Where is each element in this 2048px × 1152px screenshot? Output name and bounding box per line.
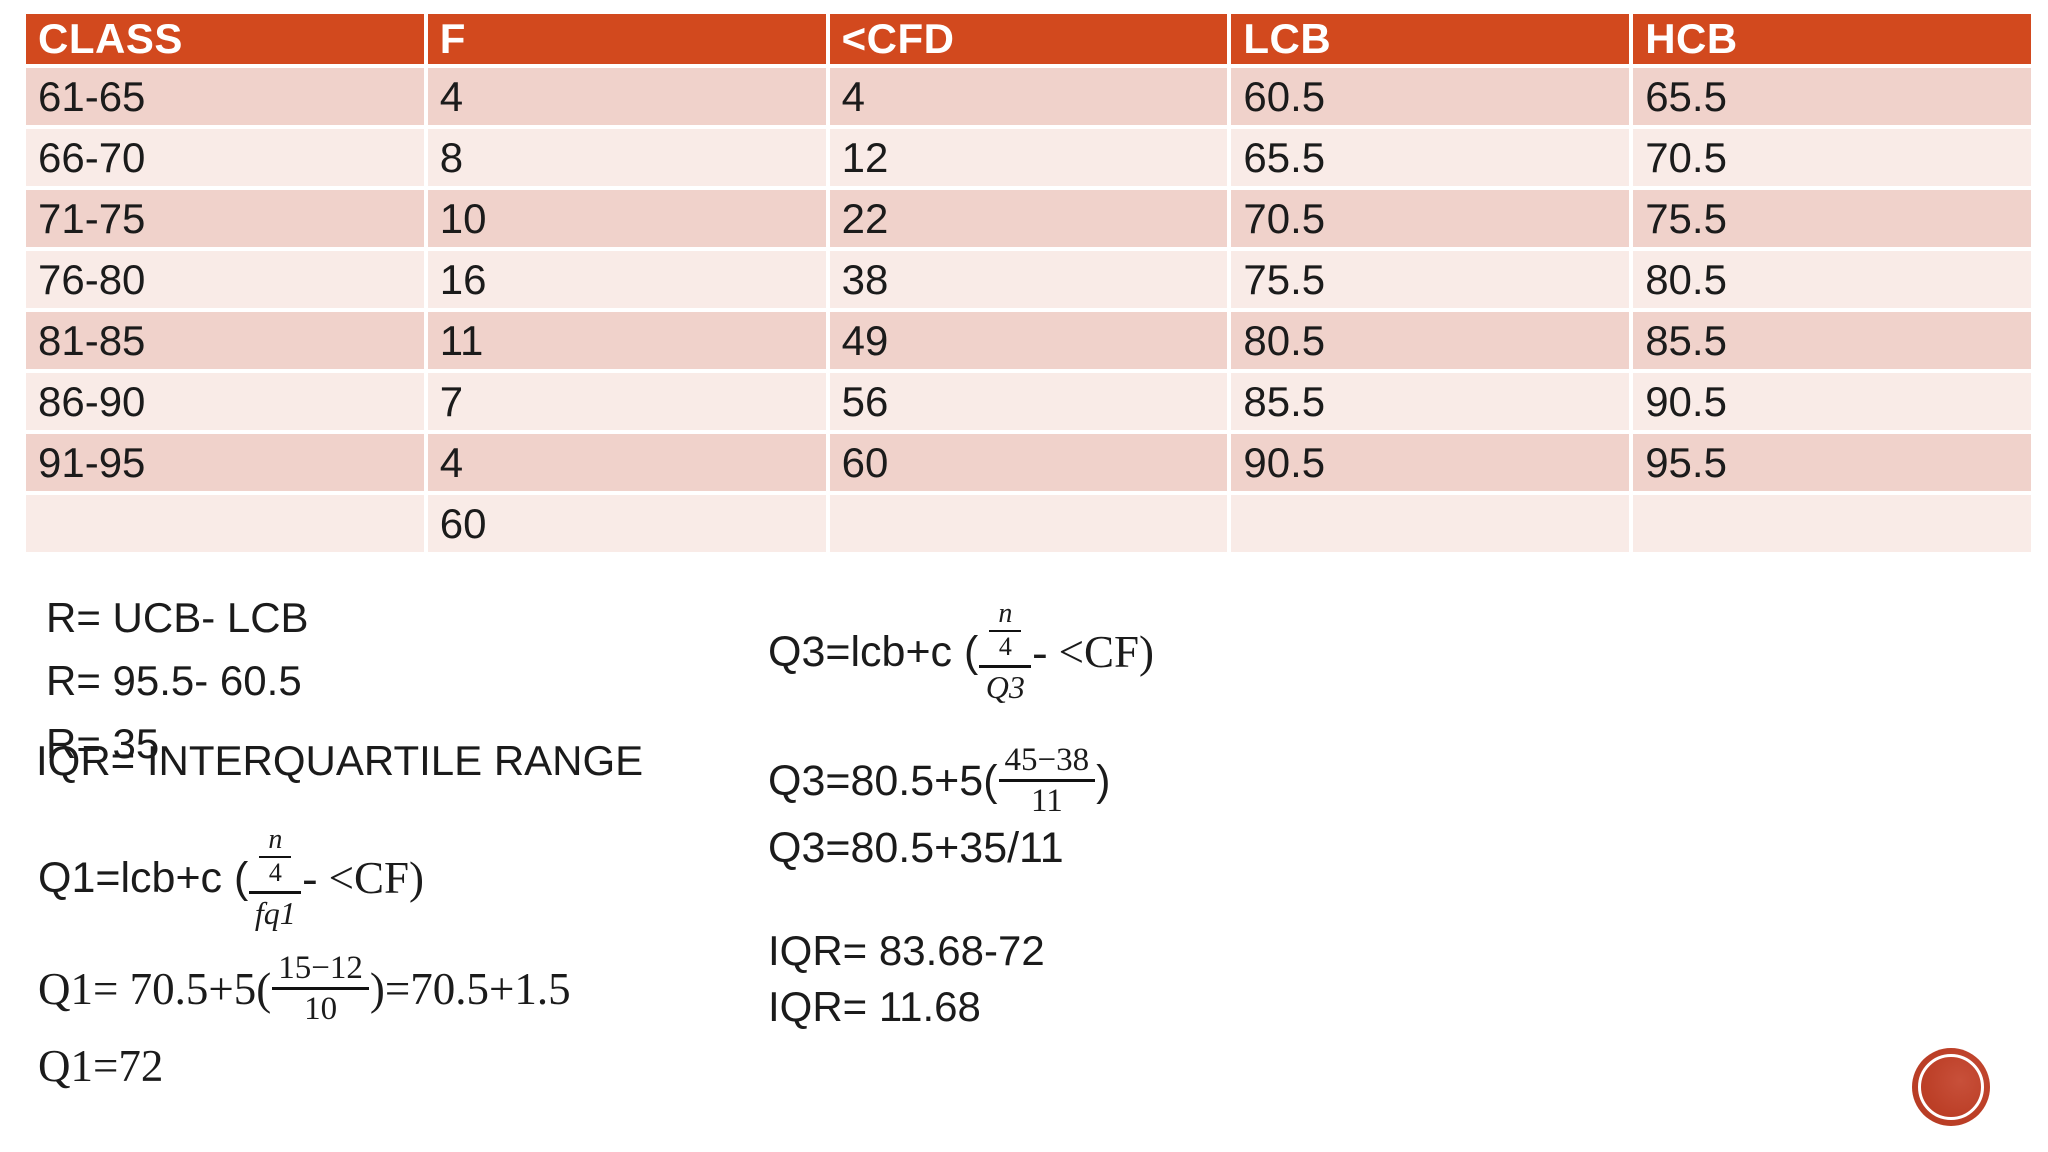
table-cell: 71-75 [26,190,424,247]
table-cell: 91-95 [26,434,424,491]
table-cell: 61-65 [26,68,424,125]
table-cell: 66-70 [26,129,424,186]
q1-result-line: Q1=72 [38,1040,164,1091]
table-cell: 60.5 [1231,68,1630,125]
q3-simplified-line: Q3=80.5+35/11 [768,823,1064,872]
table-cell: 80.5 [1231,312,1630,369]
table-cell: 22 [829,190,1228,247]
range-result-line: R= 35 [46,720,160,767]
table-cell: 56 [829,373,1228,430]
table-header: CLASS F <CFD LCB HCB [26,14,2031,64]
table-row: 71-75 10 22 70.5 75.5 [26,190,2031,247]
table-body: 61-65 4 4 60.5 65.5 66-70 8 12 65.5 70.5 71-75 10 22… [26,68,2031,552]
table-cell: 70.5 [1231,190,1630,247]
q3-calculation-block: Q3=lcb+c ( n 4 Q3 - <CF) Q3=80.5+5( 45−3… [768,600,1154,1035]
q1-calculation-block: Q1=lcb+c ( n 4 fq1 - <CF) Q1= 70.5+5( 15… [38,826,571,1092]
table-cell: 60 [427,495,826,552]
column-header-cfd: <CFD [829,14,1228,64]
q1-fraction-numerator: n 4 [259,826,292,888]
column-header-class: CLASS [26,14,424,64]
frequency-table: CLASS F <CFD LCB HCB 61-65 4 4 60.5 65.5 66-7… [22,10,2035,556]
q1-formula-suffix: - <CF) [302,853,424,904]
table-cell: 4 [829,68,1228,125]
table-cell: 10 [427,190,826,247]
table-cell: 76-80 [26,251,424,308]
table-cell: 75.5 [1633,190,2031,247]
q3-fraction: n 4 Q3 [979,600,1032,705]
red-stamp-circle-icon [1912,1048,1990,1126]
q1-substitution-row: Q1= 70.5+5( 15−12 10 )=70.5+1.5 [38,951,571,1028]
iqr-subtraction-line: IQR= 83.68-72 [768,926,1045,974]
q3-fraction-numerator: n 4 [989,600,1022,662]
table-row: 86-90 7 56 85.5 90.5 [26,373,2031,430]
q3-substitution-row: Q3=80.5+5( 45−38 11 ) [768,743,1154,820]
table-cell: 8 [427,129,826,186]
q1-calc-prefix: Q1= 70.5+5( [38,964,272,1015]
table-cell: 49 [829,312,1228,369]
table-cell: 12 [829,129,1228,186]
q1-fraction-denominator: fq1 [254,894,296,931]
table-cell: 80.5 [1633,251,2031,308]
table-cell: 60 [829,434,1228,491]
table-cell: 38 [829,251,1228,308]
table-cell: 70.5 [1633,129,2031,186]
table-cell: 7 [427,373,826,430]
q1-calc-suffix: )=70.5+1.5 [369,964,571,1015]
q3-calc-prefix: Q3=80.5+5( [768,756,998,805]
table-row: 60 [26,495,2031,552]
column-header-f: F [427,14,826,64]
table-row: 81-85 11 49 80.5 85.5 [26,312,2031,369]
table-cell: 4 [427,68,826,125]
q3-calc-fraction: 45−38 11 [998,743,1096,820]
column-header-lcb: LCB [1231,14,1630,64]
table-cell: 16 [427,251,826,308]
q3-calc-suffix: ) [1096,756,1111,805]
table-cell: 95.5 [1633,434,2031,491]
q3-formula-prefix: Q3=lcb+c ( [768,627,979,676]
table-row: 76-80 16 38 75.5 80.5 [26,251,2031,308]
q3-fraction-denominator: Q3 [985,668,1025,705]
q1-formula-row: Q1=lcb+c ( n 4 fq1 - <CF) [38,826,571,931]
table-cell: 86-90 [26,373,424,430]
range-calculation-block: R= UCB- LCB R= 95.5- 60.5 R= 35 [46,586,309,775]
q3-formula-suffix: - <CF) [1032,627,1154,678]
table-row: 66-70 8 12 65.5 70.5 [26,129,2031,186]
table-row: 91-95 4 60 90.5 95.5 [26,434,2031,491]
table-cell [1633,495,2031,552]
table-cell: 4 [427,434,826,491]
table-cell: 11 [427,312,826,369]
table-cell: 65.5 [1231,129,1630,186]
table-row: 61-65 4 4 60.5 65.5 [26,68,2031,125]
q1-fraction: n 4 fq1 [249,826,302,931]
table-header-row: CLASS F <CFD LCB HCB [26,14,2031,64]
table-cell [829,495,1228,552]
table-cell: 65.5 [1633,68,2031,125]
range-values-line: R= 95.5- 60.5 [46,657,302,704]
column-header-hcb: HCB [1633,14,2031,64]
iqr-definition-line: IQR= INTERQUARTILE RANGE [36,737,644,784]
table-cell: 81-85 [26,312,424,369]
table-cell: 85.5 [1231,373,1630,430]
range-formula-line: R= UCB- LCB [46,594,309,641]
q3-formula-row: Q3=lcb+c ( n 4 Q3 - <CF) [768,600,1154,705]
table-cell: 85.5 [1633,312,2031,369]
table-cell [26,495,424,552]
table-cell: 90.5 [1231,434,1630,491]
q1-calc-fraction: 15−12 10 [272,951,369,1028]
table-cell: 75.5 [1231,251,1630,308]
table-cell [1231,495,1630,552]
iqr-result-line: IQR= 11.68 [768,982,981,1030]
table-cell: 90.5 [1633,373,2031,430]
q1-formula-prefix: Q1=lcb+c ( [38,853,249,902]
